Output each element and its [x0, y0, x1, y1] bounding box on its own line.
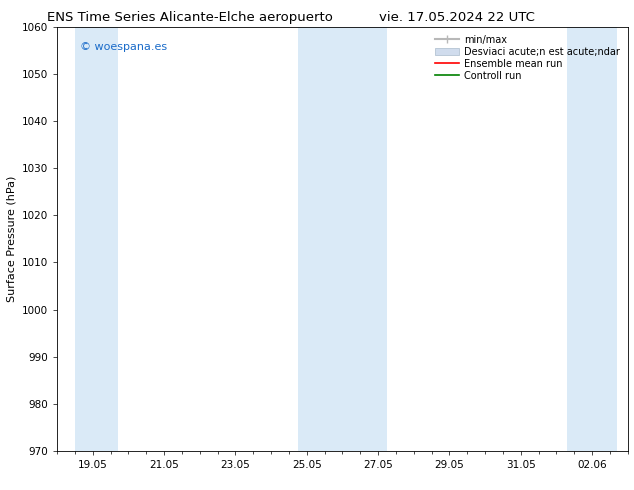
Bar — [298, 27, 387, 451]
Bar — [75, 27, 118, 451]
Bar — [567, 27, 617, 451]
Text: ENS Time Series Alicante-Elche aeropuerto: ENS Time Series Alicante-Elche aeropuert… — [48, 11, 333, 24]
Y-axis label: Surface Pressure (hPa): Surface Pressure (hPa) — [6, 176, 16, 302]
Text: vie. 17.05.2024 22 UTC: vie. 17.05.2024 22 UTC — [378, 11, 534, 24]
Text: © woespana.es: © woespana.es — [80, 42, 167, 52]
Legend: min/max, Desviaci acute;n est acute;ndar, Ensemble mean run, Controll run: min/max, Desviaci acute;n est acute;ndar… — [432, 32, 623, 83]
